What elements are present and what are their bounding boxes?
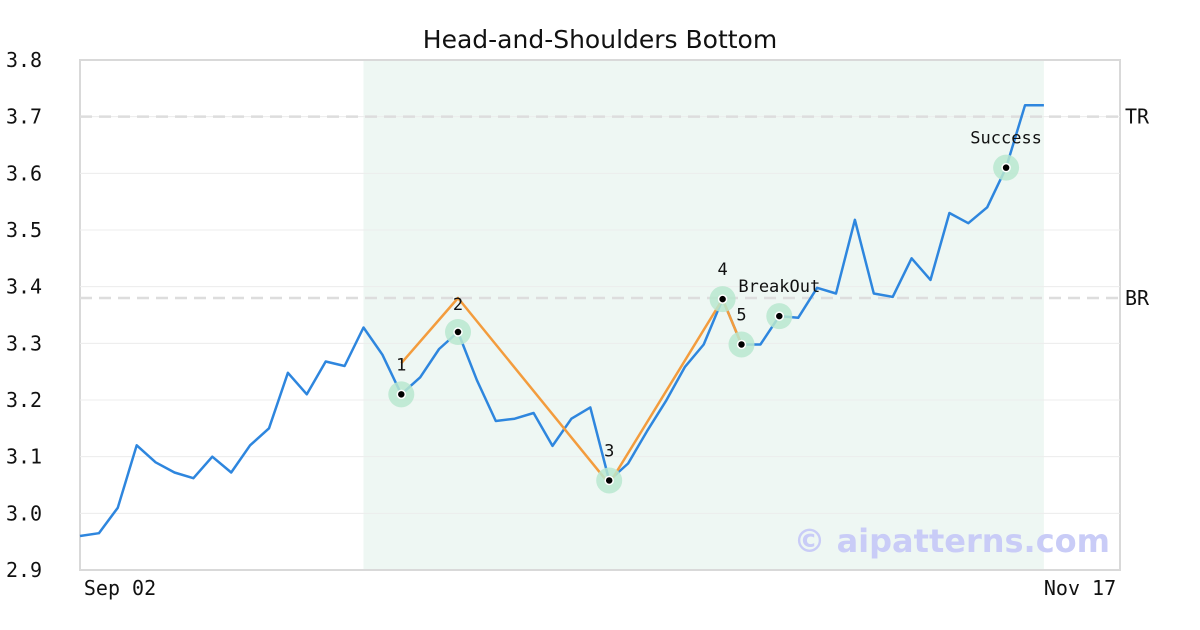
marker-label-5: 5: [736, 305, 746, 325]
marker-dot-success: [1001, 162, 1011, 173]
level-label-br: BR: [1125, 286, 1150, 310]
y-tick-label: 3.3: [6, 331, 42, 355]
marker-label-3: 3: [604, 441, 614, 461]
y-tick-label: 3.8: [6, 48, 42, 72]
price-line: [79, 104, 1044, 538]
x-tick-label: Nov 17: [1044, 576, 1116, 600]
y-tick-label: 3.4: [6, 275, 42, 299]
marker-dot-5: [736, 339, 747, 350]
y-tick-label: 3.5: [6, 218, 42, 242]
marker-label-success: Success: [970, 129, 1042, 149]
y-tick-label: 3.6: [6, 161, 42, 185]
marker-dot-2: [453, 327, 463, 337]
marker-dot-breakout: [774, 311, 785, 321]
marker-label-breakout: BreakOut: [738, 277, 820, 297]
y-tick-label: 3.0: [6, 501, 42, 525]
marker-dot-4: [717, 294, 728, 304]
watermark: © aipatterns.com: [793, 522, 1110, 560]
y-tick-label: 3.1: [6, 445, 42, 469]
x-tick-label: Sep 02: [84, 576, 156, 600]
marker-dot-3: [604, 475, 614, 486]
y-tick-label: 3.2: [6, 388, 42, 412]
marker-label-1: 1: [396, 355, 406, 375]
pattern-region: [363, 61, 1044, 569]
chart-title: Head-and-Shoulders Bottom: [423, 25, 777, 54]
y-tick-label: 3.7: [6, 105, 42, 129]
level-label-tr: TR: [1125, 105, 1150, 129]
y-tick-label: 2.9: [6, 558, 42, 582]
marker-dot-1: [396, 389, 407, 400]
marker-label-4: 4: [717, 260, 727, 280]
marker-label-2: 2: [453, 295, 463, 315]
